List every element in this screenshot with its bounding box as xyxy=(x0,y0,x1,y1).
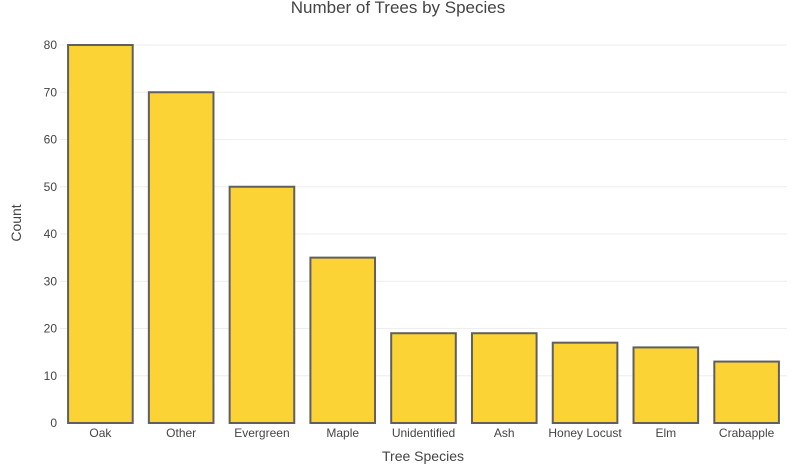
x-tick-label: Other xyxy=(166,426,196,440)
y-tick-label: 70 xyxy=(44,85,58,99)
y-axis-ticks: 0 10 20 30 40 50 60 70 80 xyxy=(44,38,58,430)
x-axis-ticks: Oak Other Evergreen Maple Unidentified Ash Hon… xyxy=(89,426,774,440)
bar-maple[interactable] xyxy=(309,256,377,424)
bar-crabapple[interactable] xyxy=(713,360,780,425)
y-tick-label: 30 xyxy=(44,274,58,288)
y-tick-label: 40 xyxy=(44,227,58,241)
bar-honey-locust[interactable] xyxy=(551,341,619,424)
y-tick-label: 10 xyxy=(44,369,58,383)
bar-elm[interactable] xyxy=(632,346,700,424)
bar-oak[interactable] xyxy=(67,44,134,424)
chart-title: Number of Trees by Species xyxy=(291,0,505,17)
x-tick-label: Evergreen xyxy=(234,426,289,440)
bar-unidentified[interactable] xyxy=(390,332,457,425)
x-tick-label: Crabapple xyxy=(719,426,775,440)
y-tick-label: 50 xyxy=(44,180,58,194)
x-tick-label: Maple xyxy=(326,426,359,440)
x-tick-label: Unidentified xyxy=(392,426,455,440)
x-axis-title: Tree Species xyxy=(382,448,464,464)
x-tick-label: Oak xyxy=(89,426,112,440)
y-tick-label: 80 xyxy=(44,38,58,52)
y-tick-label: 60 xyxy=(44,133,58,147)
bar-other[interactable] xyxy=(147,91,215,424)
bar-ash[interactable] xyxy=(470,332,538,425)
x-tick-label: Ash xyxy=(494,426,515,440)
x-tick-label: Honey Locust xyxy=(548,426,622,440)
bars xyxy=(67,44,780,425)
y-tick-label: 0 xyxy=(50,416,57,430)
bar-evergreen[interactable] xyxy=(228,185,296,424)
y-axis-title: Count xyxy=(8,204,24,241)
y-tick-label: 20 xyxy=(44,322,58,336)
x-tick-label: Elm xyxy=(655,426,676,440)
